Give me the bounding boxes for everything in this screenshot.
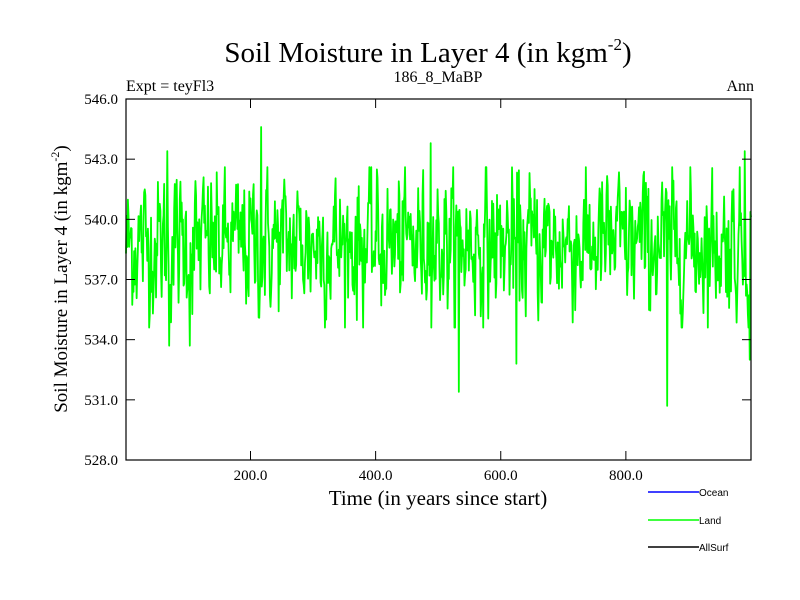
subtitle-center: 186_8_MaBP [394,69,483,86]
y-tick-label: 546.0 [84,92,118,108]
y-tick-label: 537.0 [84,273,118,289]
legend-label-ocean: Ocean [699,488,728,499]
legend-label-allsurf: AllSurf [699,543,729,554]
x-axis-label: Time (in years since start) [329,486,548,510]
y-tick-label: 528.0 [84,453,118,469]
chart-title: Soil Moisture in Layer 4 (in kgm-2) [224,35,631,69]
land-series-line [125,126,752,407]
subtitle-right: Ann [726,78,754,95]
y-tick-label: 534.0 [84,333,118,349]
x-tick-label: 200.0 [234,468,268,484]
subtitle-left: Expt = teyFl3 [126,78,214,95]
x-tick-label: 600.0 [484,468,518,484]
x-tick-label: 400.0 [359,468,393,484]
y-axis-label: Soil Moisture in Layer 4 (in kgm-2) [48,145,72,413]
legend-label-land: Land [699,516,721,527]
y-tick-label: 531.0 [84,393,118,409]
y-tick-label: 543.0 [84,152,118,168]
x-tick-label: 800.0 [609,468,643,484]
y-tick-label: 540.0 [84,212,118,228]
